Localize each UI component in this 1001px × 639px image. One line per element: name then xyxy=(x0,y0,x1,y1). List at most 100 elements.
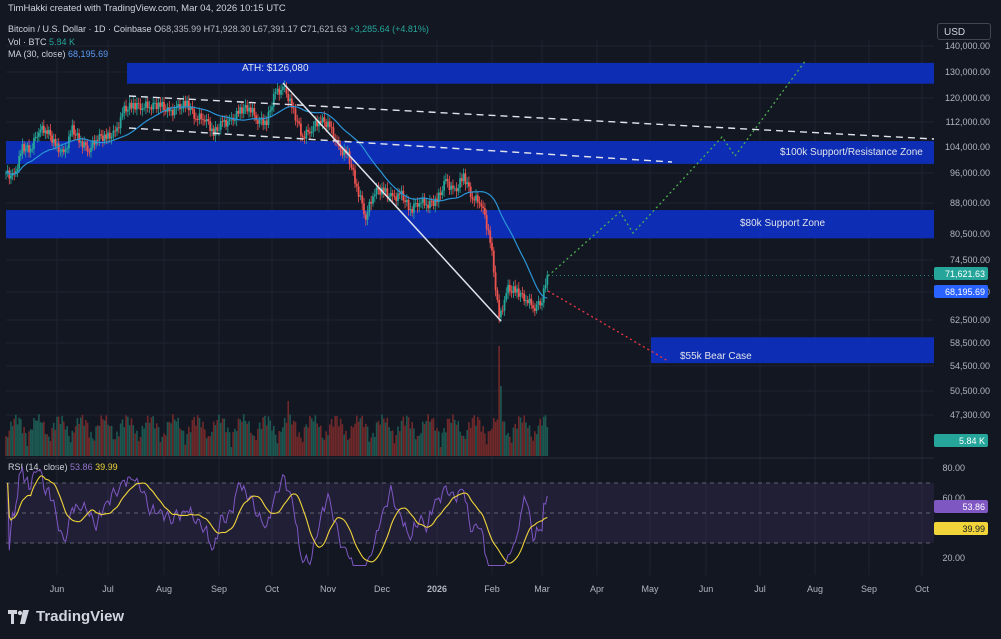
volume-bar xyxy=(49,441,52,456)
volume-marker: 5.84 K xyxy=(959,436,985,446)
candle-body xyxy=(546,275,549,286)
candle-body xyxy=(375,187,378,195)
candle-body xyxy=(510,291,513,293)
change-value: +3,285.64 (+4.81%) xyxy=(349,24,429,34)
volume-bar xyxy=(237,418,240,456)
candle-body xyxy=(209,121,212,131)
candle-body xyxy=(100,134,103,136)
volume-bar xyxy=(193,417,195,456)
volume-bar xyxy=(316,423,318,456)
candle-body xyxy=(202,119,204,120)
candle-body xyxy=(83,142,86,148)
volume-bar xyxy=(69,442,72,456)
time-tick-label: Aug xyxy=(807,584,823,594)
candle-body xyxy=(289,98,291,102)
candle-body xyxy=(312,126,315,132)
volume-bar xyxy=(375,422,378,456)
bull-projection-line xyxy=(547,59,807,277)
candle-body xyxy=(54,138,57,146)
rsi-ma-value-legend: 39.99 xyxy=(95,462,118,472)
volume-bar xyxy=(445,432,447,456)
volume-bar xyxy=(407,417,410,456)
volume-bar xyxy=(97,425,99,456)
tradingview-logo[interactable]: TradingView xyxy=(8,608,124,625)
volume-bar xyxy=(418,435,421,456)
candle-body xyxy=(51,135,53,143)
candle-body xyxy=(214,127,217,136)
volume-bar xyxy=(294,422,297,456)
candle-body xyxy=(262,117,265,125)
candle-body xyxy=(26,145,29,149)
candle-body xyxy=(251,108,254,113)
volume-bar xyxy=(146,415,149,456)
candle-body xyxy=(420,202,422,204)
candle-body xyxy=(143,107,146,109)
volume-bar xyxy=(257,428,259,456)
volume-bar xyxy=(512,427,515,456)
candle-body xyxy=(457,187,460,192)
candle-body xyxy=(441,190,444,196)
volume-bar xyxy=(168,421,171,456)
candle-body xyxy=(485,215,488,230)
candle-body xyxy=(130,102,133,109)
volume-bar xyxy=(409,428,412,456)
price-tick-label: 120,000.00 xyxy=(945,93,990,103)
currency-button[interactable]: USD xyxy=(937,23,991,40)
symbol-title[interactable]: Bitcoin / U.S. Dollar · 1D · Coinbase xyxy=(8,24,152,34)
candle-body xyxy=(33,137,35,149)
volume-bar xyxy=(427,414,429,456)
volume-bar xyxy=(487,431,490,456)
volume-label[interactable]: Vol · BTC xyxy=(8,37,47,47)
volume-bar xyxy=(114,439,117,456)
candle-body xyxy=(91,140,94,148)
candle-body xyxy=(382,187,385,192)
logo-text: TradingView xyxy=(36,608,125,625)
candle-body xyxy=(453,188,456,190)
time-tick-label: Sep xyxy=(211,584,227,594)
price-tick-label: 140,000.00 xyxy=(945,41,990,51)
volume-bar xyxy=(41,422,43,456)
candle-body xyxy=(287,93,290,102)
candle-body xyxy=(184,100,187,107)
candle-body xyxy=(395,196,398,201)
volume-bar xyxy=(471,418,474,456)
last-price-marker-bg xyxy=(934,267,988,280)
volume-bar xyxy=(491,428,493,456)
rsi-label[interactable]: RSI (14, close) xyxy=(8,462,68,472)
volume-bar xyxy=(382,418,385,456)
candle-body xyxy=(514,286,517,293)
volume-bar xyxy=(139,437,142,456)
candle-body xyxy=(544,285,547,289)
candle-body xyxy=(57,143,60,153)
candle-body xyxy=(132,103,135,109)
candle-body xyxy=(496,290,499,300)
candle-body xyxy=(310,131,313,134)
volume-bar xyxy=(319,425,322,456)
rsi-line xyxy=(7,466,548,566)
ma-label[interactable]: MA (30, close) xyxy=(8,49,66,59)
candle-body xyxy=(269,110,272,112)
high-value: 71,928.30 xyxy=(210,24,251,34)
volume-bar xyxy=(404,425,406,456)
volume-bar xyxy=(289,414,291,456)
volume-bar xyxy=(74,426,77,456)
volume-bar xyxy=(47,436,50,456)
volume-bar xyxy=(59,424,62,456)
candle-body xyxy=(237,110,240,114)
candle-body xyxy=(327,121,329,128)
candle-body xyxy=(86,145,89,152)
lower-channel-line xyxy=(128,127,673,163)
time-tick-label: Jul xyxy=(102,584,114,594)
candle-body xyxy=(528,298,531,304)
candle-body xyxy=(298,121,300,124)
volume-bar xyxy=(5,436,7,456)
volume-bar xyxy=(52,422,55,456)
volume-bar xyxy=(537,425,540,456)
candle-body xyxy=(402,190,405,201)
price-tick-label: 104,000.00 xyxy=(945,142,990,152)
candle-body xyxy=(264,120,266,125)
volume-bar xyxy=(76,418,79,456)
volume-bar xyxy=(269,420,272,456)
volume-bar xyxy=(300,437,302,456)
